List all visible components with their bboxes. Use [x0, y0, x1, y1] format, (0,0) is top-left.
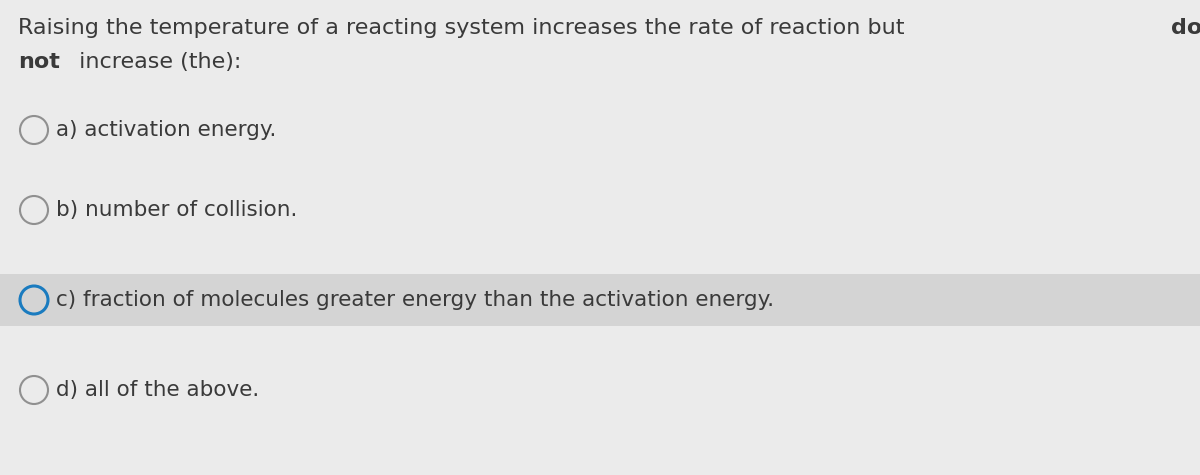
Text: d) all of the above.: d) all of the above.	[56, 380, 259, 400]
Text: not: not	[18, 52, 60, 72]
Text: increase (the):: increase (the):	[72, 52, 241, 72]
Text: b) number of collision.: b) number of collision.	[56, 200, 298, 220]
FancyBboxPatch shape	[0, 274, 1200, 326]
Text: c) fraction of molecules greater energy than the activation energy.: c) fraction of molecules greater energy …	[56, 290, 774, 310]
Text: a) activation energy.: a) activation energy.	[56, 120, 276, 140]
Text: does: does	[1171, 18, 1200, 38]
Text: Raising the temperature of a reacting system increases the rate of reaction but: Raising the temperature of a reacting sy…	[18, 18, 912, 38]
